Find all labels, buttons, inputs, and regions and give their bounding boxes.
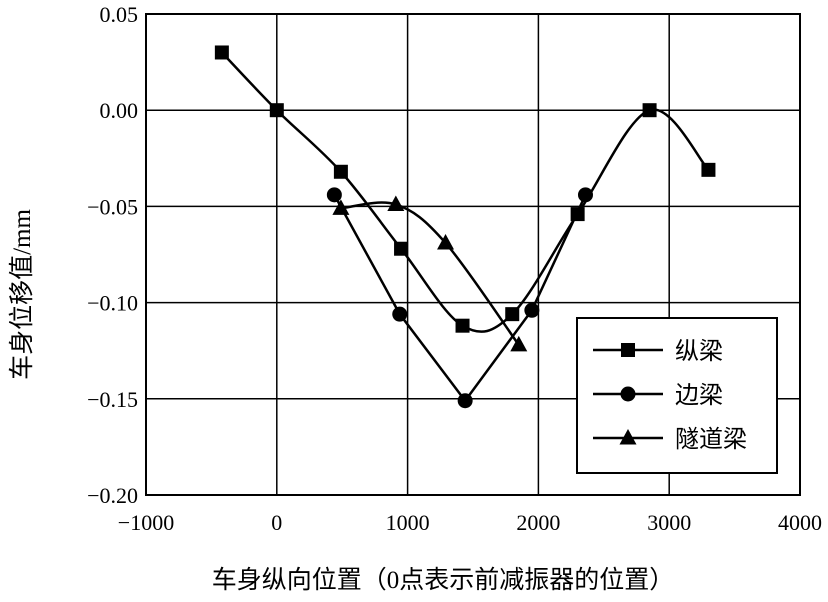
series-2 [332,195,528,352]
legend-item: 隧道梁 [593,426,747,453]
data-point [455,318,470,333]
series-line [333,194,587,403]
series-line [220,51,710,333]
x-tick-label: 4000 [778,510,822,535]
series-0 [214,45,716,333]
data-point [457,393,473,409]
y-tick-label: −0.15 [87,387,138,412]
legend-label: 纵梁 [675,338,723,365]
data-point [333,164,348,179]
data-point [269,103,284,118]
y-tick-label: 0.00 [100,98,139,123]
data-point [437,233,455,250]
series-layer [214,45,716,409]
data-point [642,103,657,118]
x-axis-title: 车身纵向位置（0点表示前减振器的位置） [212,566,675,594]
legend-marker [621,343,635,357]
data-point [326,187,342,203]
y-tick-label: −0.05 [87,194,138,219]
data-point [510,335,528,352]
data-point [332,199,350,215]
x-tick-label: 0 [271,510,282,535]
legend-label: 隧道梁 [675,426,747,453]
data-point [387,195,405,211]
x-tick-label: 1000 [386,510,430,535]
y-axis-title: 车身位移值/mm [8,209,36,380]
legend-label: 边梁 [675,382,723,409]
legend-marker [619,429,637,445]
tick-labels: −1000 0 1000 2000 3000 4000 0.05 0.00 −0.05 −0.10… [87,2,822,535]
data-point [394,241,409,256]
legend-marker [620,386,636,402]
x-tick-label: −1000 [118,510,174,535]
legend-box [576,317,778,474]
x-tick-label: 3000 [647,510,691,535]
data-point [392,306,408,322]
legend-item: 纵梁 [593,338,723,365]
y-tick-label: 0.05 [100,2,139,27]
y-tick-label: −0.10 [87,291,138,316]
data-point [524,302,540,318]
data-point [701,162,716,177]
series-line [340,201,520,346]
legend-item: 边梁 [593,382,723,409]
data-point [505,307,520,322]
series-1 [326,187,593,409]
x-tick-label: 2000 [516,510,560,535]
data-point [577,187,593,203]
plot-frame [145,13,801,496]
data-point [214,45,229,60]
y-tick-label: −0.20 [87,483,138,508]
